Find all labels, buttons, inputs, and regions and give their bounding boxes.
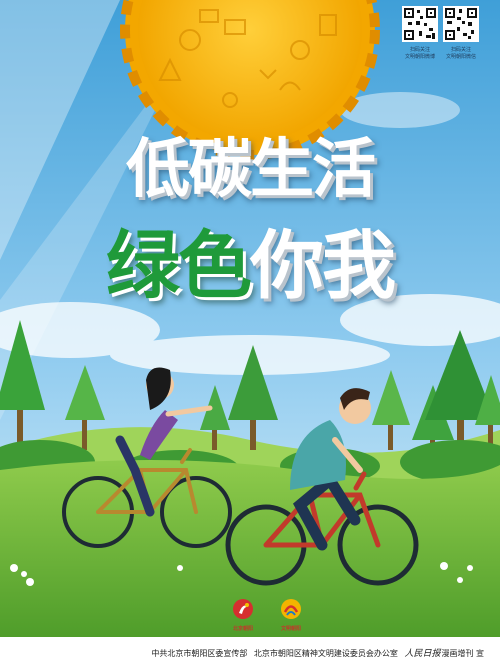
- bicycle-man: [225, 388, 419, 586]
- wenming-chaoyang-logo-icon: [281, 599, 301, 619]
- qr-code-weibo[interactable]: 扫码关注 文明朝阳微博: [402, 6, 438, 61]
- illustration-scene: 扫码关注 文明朝阳微博 扫码关注 文明朝阳微信 低碳生活 绿色你我: [0, 0, 500, 637]
- flowers: [10, 562, 473, 586]
- bicycle-girl: [62, 367, 232, 548]
- qr-caption-weibo: 扫码关注 文明朝阳微博: [404, 47, 435, 60]
- scene-artwork: [0, 0, 500, 637]
- title-line-1: 低碳生活: [0, 118, 500, 210]
- qr-code-icon: [402, 6, 438, 42]
- title-word-life: 生活: [250, 133, 376, 207]
- qr-code-icon: [443, 6, 479, 42]
- title-word-you-me: 你我: [250, 223, 396, 309]
- footer-publisher-suffix: 漫画增刊 宣: [441, 649, 484, 658]
- footer-org-civilization-office: 北京市朝阳区精神文明建设委员会办公室: [253, 649, 398, 658]
- logo-beijing-chaoyang: 北京朝阳: [226, 598, 260, 632]
- footer-org-propaganda-dept: 中共北京市朝阳区委宣传部: [151, 649, 248, 658]
- title-line-2: 绿色你我: [0, 206, 500, 313]
- footer: 中共北京市朝阳区委宣传部 北京市朝阳区精神文明建设委员会办公室 人民日报漫画增刊…: [0, 637, 500, 667]
- logos: 北京朝阳 文明朝阳: [226, 598, 308, 632]
- logo-text-wenming-chaoyang: 文明朝阳: [280, 626, 301, 632]
- logo-wenming-chaoyang: 文明朝阳: [274, 598, 308, 632]
- sun: [120, 0, 380, 160]
- qr-code-wechat[interactable]: 扫码关注 文明朝阳微信: [443, 6, 479, 61]
- qr-caption-wechat: 扫码关注 文明朝阳微信: [445, 47, 476, 60]
- footer-credits: 中共北京市朝阳区委宣传部 北京市朝阳区精神文明建设委员会办公室 人民日报漫画增刊…: [147, 646, 484, 659]
- publisher-signature-logo: 人民日报: [404, 649, 441, 659]
- grass-field: [0, 460, 500, 637]
- logo-text-beijing-chaoyang: 北京朝阳: [232, 626, 253, 632]
- beijing-chaoyang-logo-icon: [233, 599, 253, 619]
- title-word-green: 绿色: [106, 223, 252, 309]
- title-word-low-carbon: 低碳: [126, 133, 252, 207]
- trees: [0, 320, 500, 450]
